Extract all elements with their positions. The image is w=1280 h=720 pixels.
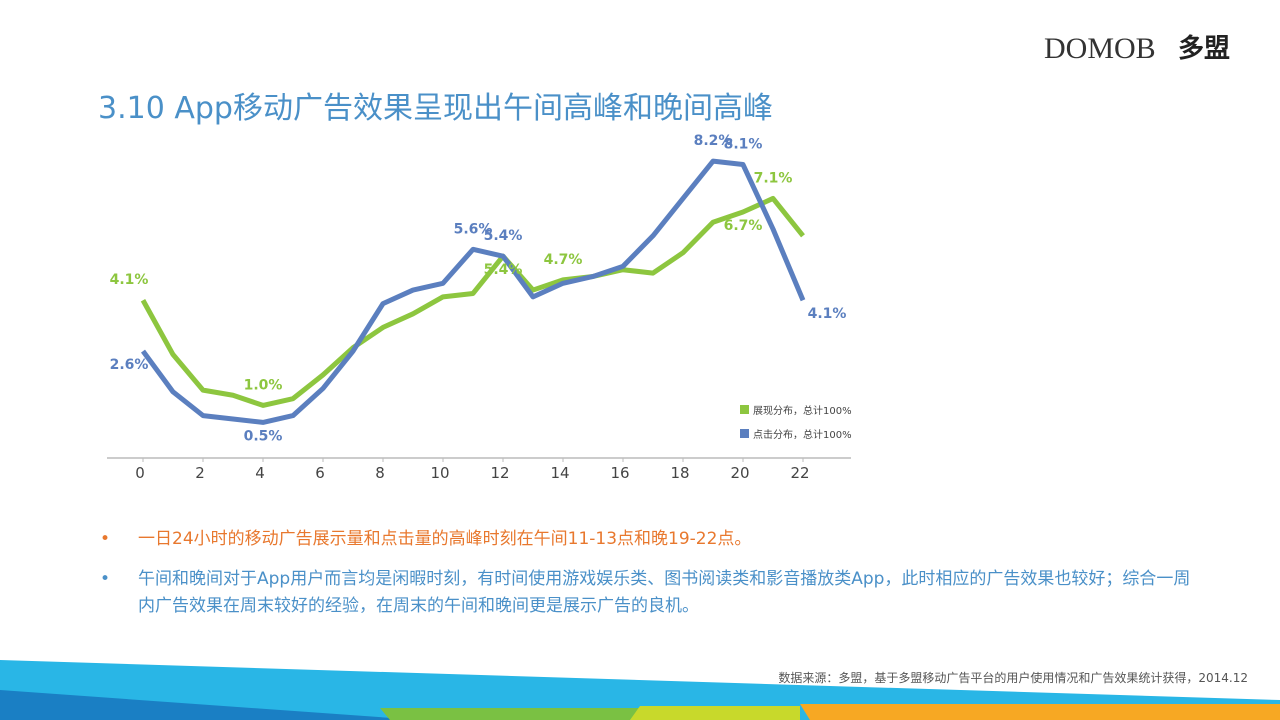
legend-label: 展现分布，总计100% [753,404,852,417]
x-tick-label: 16 [610,464,629,482]
data-label: 8.2% [694,133,733,149]
bullet: • 午间和晚间对于App用户而言均是闲暇时刻，有时间使用游戏娱乐类、图书阅读类和影… [100,566,1200,620]
x-tick-label: 8 [375,464,385,482]
x-tick-label: 2 [195,464,205,482]
x-tick-label: 18 [670,464,689,482]
data-label: 4.7% [544,252,583,268]
x-tick-label: 4 [255,464,265,482]
bullet: • 一日24小时的移动广告展示量和点击量的高峰时刻在午间11-13点和晚19-22… [100,526,1200,553]
logo-brand: DOMOB [1044,32,1156,65]
x-tick-label: 22 [790,464,809,482]
x-tick-label: 6 [315,464,325,482]
legend-swatch [740,405,749,414]
bullet-text: 午间和晚间对于App用户而言均是闲暇时刻，有时间使用游戏娱乐类、图书阅读类和影音… [138,569,1191,616]
series-line [140,195,805,408]
x-tick-label: 12 [490,464,509,482]
x-tick-label: 10 [430,464,449,482]
decor [800,704,1280,720]
legend-swatch [740,429,749,438]
chart-title: 3.10 App移动广告效果呈现出午间高峰和晚间高峰 [98,91,773,126]
decor [0,690,420,720]
data-label: 4.1% [110,272,149,288]
x-tick-label: 14 [550,464,569,482]
logo-name: 多盟 [1178,34,1230,64]
decor [380,708,640,720]
data-label: 0.5% [244,428,283,444]
data-label: 8.1% [724,137,763,153]
data-label: 5.4% [484,262,523,278]
data-label: 5.4% [484,228,523,244]
source: 数据来源：多盟，基于多盟移动广告平台的用户使用情况和广告效果统计获得，2014.… [778,670,1248,685]
data-label: 4.1% [808,306,847,322]
data-label: 6.7% [724,218,763,234]
data-label: 2.6% [110,357,149,373]
x-tick-label: 0 [135,464,145,482]
x-tick-label: 20 [730,464,749,482]
series-line [140,158,806,425]
bullet-text: 一日24小时的移动广告展示量和点击量的高峰时刻在午间11-13点和晚19-22点… [138,529,752,549]
data-label: 5.6% [454,221,493,237]
decor [630,706,800,720]
data-label: 7.1% [754,170,793,186]
legend-label: 点击分布，总计100% [753,428,852,441]
data-label: 1.0% [244,377,283,393]
